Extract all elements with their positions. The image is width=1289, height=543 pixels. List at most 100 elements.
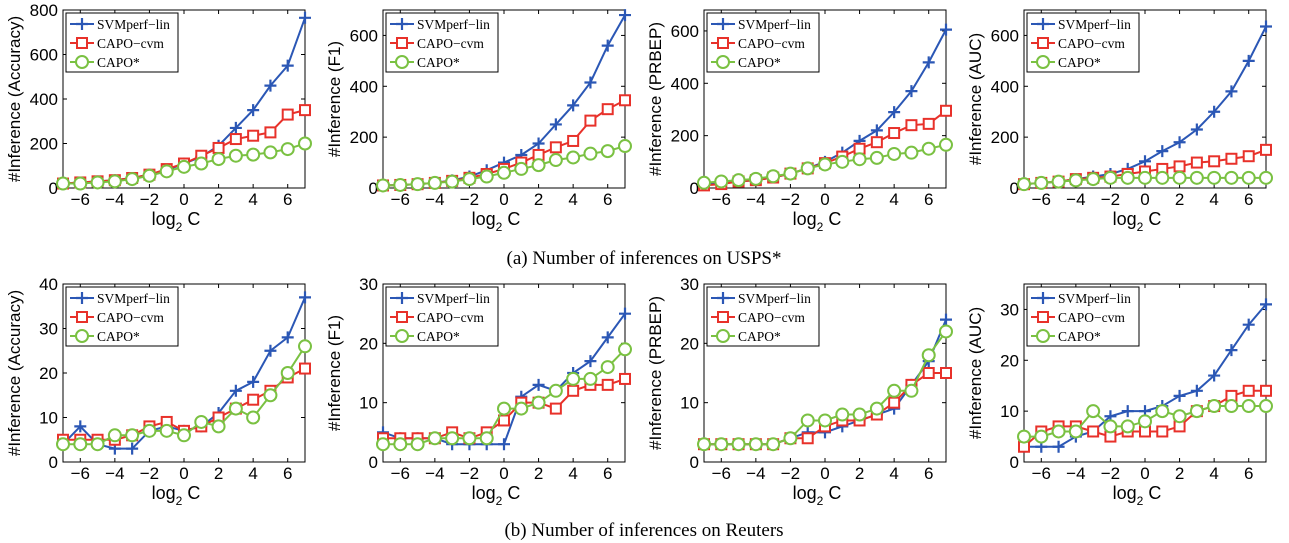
data-point-3 bbox=[783, 166, 798, 181]
x-axis-label: log2 C bbox=[152, 483, 201, 508]
data-point-1 bbox=[584, 355, 597, 368]
x-tick-label: 4 bbox=[889, 190, 898, 209]
x-tick-label: −4 bbox=[425, 464, 444, 483]
x-tick-label: 0 bbox=[1140, 464, 1149, 483]
data-point-3 bbox=[298, 339, 312, 354]
data-point-3 bbox=[73, 176, 88, 191]
data-point-2 bbox=[870, 136, 883, 149]
data-point-3 bbox=[462, 172, 477, 187]
y-tick-label: 400 bbox=[991, 77, 1019, 96]
data-point-3 bbox=[1155, 170, 1170, 185]
y-tick-label: 40 bbox=[39, 275, 58, 294]
legend-entry: CAPO−cvm bbox=[738, 36, 805, 51]
x-tick-label: 6 bbox=[283, 190, 292, 209]
data-point-3 bbox=[280, 142, 295, 157]
data-point-1 bbox=[584, 76, 597, 89]
data-point-2 bbox=[888, 396, 901, 409]
y-tick-label: 20 bbox=[680, 334, 699, 353]
data-point-2 bbox=[940, 367, 952, 379]
data-point-3 bbox=[818, 413, 832, 428]
data-point-2 bbox=[905, 119, 918, 132]
data-point-3 bbox=[1207, 399, 1222, 414]
y-axis-label: #Inference (PRBEP) bbox=[646, 296, 665, 450]
data-point-2 bbox=[601, 103, 614, 116]
y-tick-label: 0 bbox=[49, 453, 58, 472]
y-axis-label: #Inference (Accuracy) bbox=[5, 290, 24, 456]
x-axis-label: log2 C bbox=[152, 209, 201, 234]
y-axis-label: #Inference (F1) bbox=[325, 315, 344, 431]
legend: SVMperf−lin CAPO−cvm CAPO* bbox=[706, 12, 820, 73]
x-tick-label: 6 bbox=[283, 464, 292, 483]
data-point-3 bbox=[410, 437, 425, 452]
legend-marker bbox=[1037, 311, 1049, 323]
data-point-3 bbox=[583, 371, 598, 386]
y-tick-label: 400 bbox=[671, 74, 699, 93]
legend-marker bbox=[716, 55, 730, 69]
data-point-1 bbox=[229, 121, 242, 134]
data-point-3 bbox=[479, 431, 494, 446]
data-point-3 bbox=[1155, 404, 1170, 419]
data-point-3 bbox=[869, 401, 884, 416]
legend-entry: CAPO* bbox=[1058, 329, 1101, 344]
data-point-3 bbox=[748, 171, 763, 186]
data-point-3 bbox=[393, 437, 408, 452]
data-point-1 bbox=[281, 59, 294, 72]
data-point-3 bbox=[766, 437, 781, 452]
x-tick-label: 6 bbox=[1244, 464, 1253, 483]
x-tick-label: 2 bbox=[855, 190, 864, 209]
legend-marker bbox=[1037, 37, 1049, 49]
data-point-1 bbox=[601, 39, 614, 52]
data-point-1 bbox=[532, 137, 545, 150]
x-tick-label: 0 bbox=[179, 190, 188, 209]
chart-a-4: −6 −4 −2 0 2 4 6 0 200 400 600 log2 C #Inference (AU… bbox=[966, 9, 1273, 234]
data-point-1 bbox=[922, 56, 935, 69]
data-point-3 bbox=[714, 174, 729, 189]
data-point-3 bbox=[818, 157, 832, 172]
y-tick-label: 600 bbox=[991, 26, 1019, 45]
data-point-2 bbox=[247, 393, 260, 406]
caption-a: (a) Number of inferences on USPS* bbox=[507, 248, 782, 269]
data-point-3 bbox=[514, 161, 529, 176]
data-point-3 bbox=[107, 428, 122, 443]
data-point-1 bbox=[1260, 20, 1272, 33]
legend-entry: CAPO* bbox=[417, 55, 460, 70]
legend-entry: CAPO−cvm bbox=[417, 36, 484, 51]
legend-entry: CAPO* bbox=[97, 55, 140, 70]
legend-entry: SVMperf−lin bbox=[738, 291, 811, 306]
data-point-3 bbox=[618, 342, 632, 357]
data-point-3 bbox=[497, 165, 511, 180]
x-tick-label: 4 bbox=[889, 464, 898, 483]
x-tick-label: −4 bbox=[105, 464, 124, 483]
legend-entry: SVMperf−lin bbox=[97, 17, 170, 32]
data-point-3 bbox=[566, 371, 581, 386]
data-point-2 bbox=[549, 402, 562, 415]
data-point-3 bbox=[211, 419, 226, 434]
data-point-2 bbox=[1242, 150, 1255, 163]
y-tick-label: 0 bbox=[690, 453, 699, 472]
data-point-3 bbox=[263, 388, 278, 403]
y-tick-label: 20 bbox=[359, 334, 378, 353]
data-point-3 bbox=[177, 428, 191, 443]
legend-entry: SVMperf−lin bbox=[1058, 17, 1131, 32]
x-tick-label: 0 bbox=[820, 190, 829, 209]
data-point-3 bbox=[921, 348, 936, 363]
data-point-3 bbox=[904, 145, 919, 160]
data-point-2 bbox=[1260, 143, 1272, 156]
y-tick-label: 800 bbox=[30, 1, 58, 20]
x-tick-label: −6 bbox=[391, 190, 410, 209]
legend-marker bbox=[1037, 292, 1049, 304]
x-tick-label: 2 bbox=[214, 190, 223, 209]
data-point-2 bbox=[1173, 160, 1186, 173]
x-axis-label: log2 C bbox=[472, 209, 521, 234]
data-point-3 bbox=[1086, 404, 1101, 419]
data-point-3 bbox=[1207, 170, 1222, 185]
data-point-3 bbox=[1241, 170, 1256, 185]
legend-entry: CAPO−cvm bbox=[97, 310, 164, 325]
x-tick-label: −4 bbox=[105, 190, 124, 209]
x-tick-label: 4 bbox=[568, 464, 577, 483]
data-point-3 bbox=[1120, 170, 1135, 185]
data-point-3 bbox=[142, 423, 157, 438]
x-tick-label: −6 bbox=[712, 190, 731, 209]
data-point-3 bbox=[246, 410, 261, 425]
chart-a-1: −6 −4 −2 0 2 4 6 0 200 400 600 800 log2 C #Inference … bbox=[5, 1, 312, 234]
